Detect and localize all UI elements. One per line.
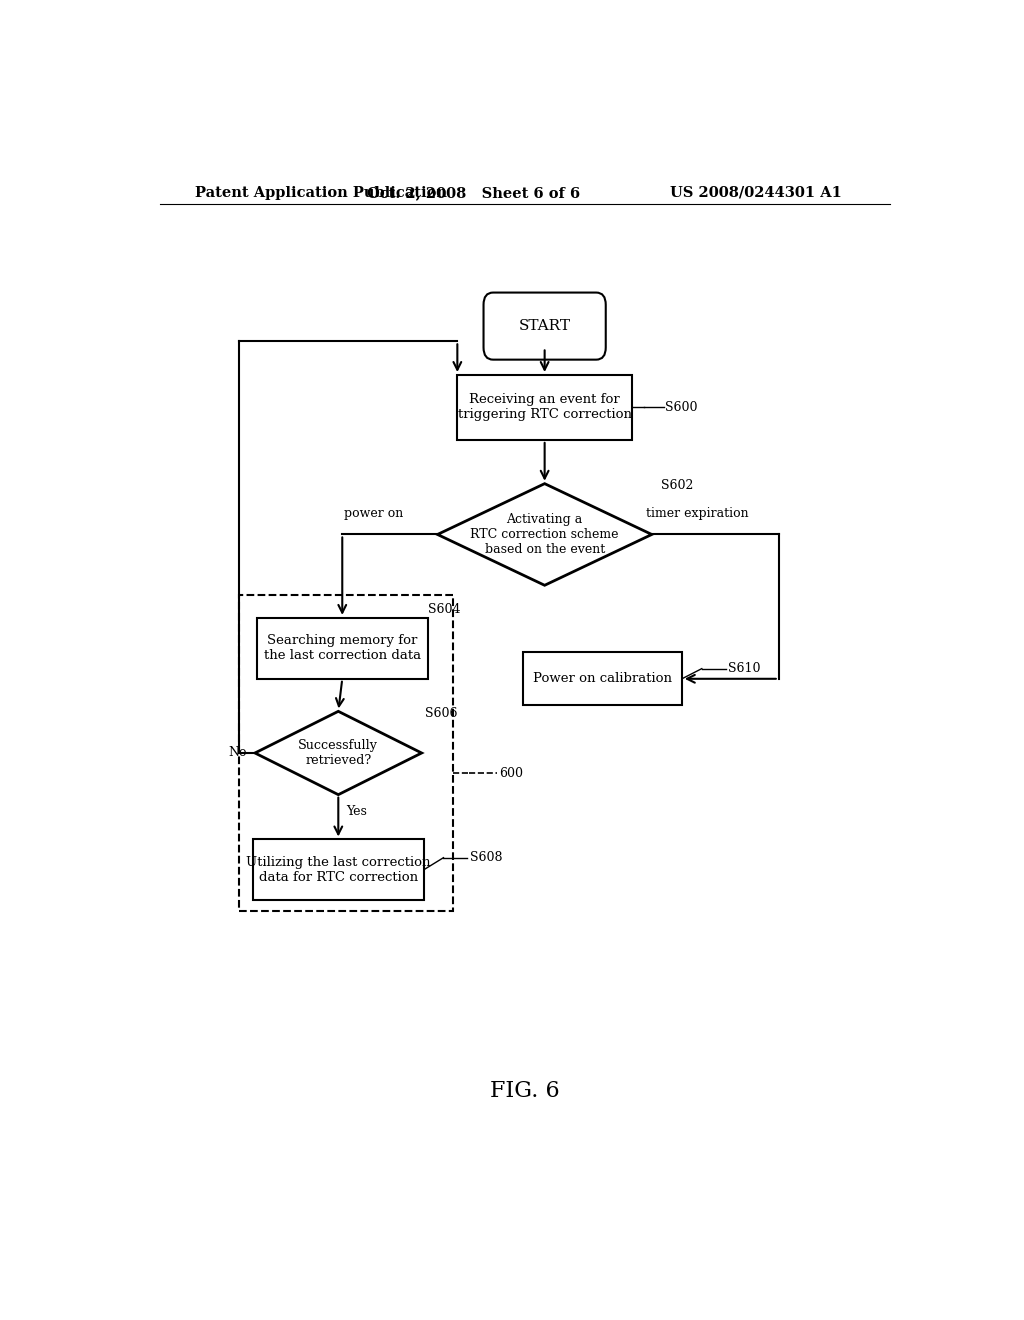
Bar	[458, 375, 632, 440]
Bar	[253, 840, 424, 900]
FancyBboxPatch shape	[483, 293, 606, 359]
Text: Oct. 2, 2008   Sheet 6 of 6: Oct. 2, 2008 Sheet 6 of 6	[367, 186, 580, 199]
Text: Power on calibration: Power on calibration	[534, 672, 672, 685]
Text: timer expiration: timer expiration	[646, 507, 750, 520]
Text: S604: S604	[428, 603, 461, 615]
Text: S600: S600	[666, 401, 697, 414]
Polygon shape	[437, 483, 652, 585]
Text: Searching memory for
the last correction data: Searching memory for the last correction…	[264, 635, 421, 663]
Text: FIG. 6: FIG. 6	[490, 1081, 559, 1102]
Text: Utilizing the last correction
data for RTC correction: Utilizing the last correction data for R…	[246, 855, 430, 884]
Text: power on: power on	[344, 507, 403, 520]
Text: Activating a
RTC correction scheme
based on the event: Activating a RTC correction scheme based…	[470, 513, 618, 556]
Text: Yes: Yes	[346, 805, 368, 818]
Text: 600: 600	[500, 767, 523, 780]
Polygon shape	[255, 711, 422, 795]
Text: Successfully
retrieved?: Successfully retrieved?	[298, 739, 378, 767]
Bar	[523, 652, 682, 705]
Text: US 2008/0244301 A1: US 2008/0244301 A1	[671, 186, 842, 199]
Text: S610: S610	[728, 663, 761, 675]
Text: S608: S608	[470, 851, 502, 865]
Text: S606: S606	[425, 708, 458, 721]
Text: S602: S602	[662, 479, 693, 492]
Text: No: No	[228, 747, 247, 759]
Bar	[257, 618, 428, 678]
Text: Receiving an event for
triggering RTC correction: Receiving an event for triggering RTC co…	[458, 393, 632, 421]
Text: Patent Application Publication: Patent Application Publication	[196, 186, 447, 199]
Bar	[240, 595, 454, 911]
Text: START: START	[518, 319, 570, 333]
